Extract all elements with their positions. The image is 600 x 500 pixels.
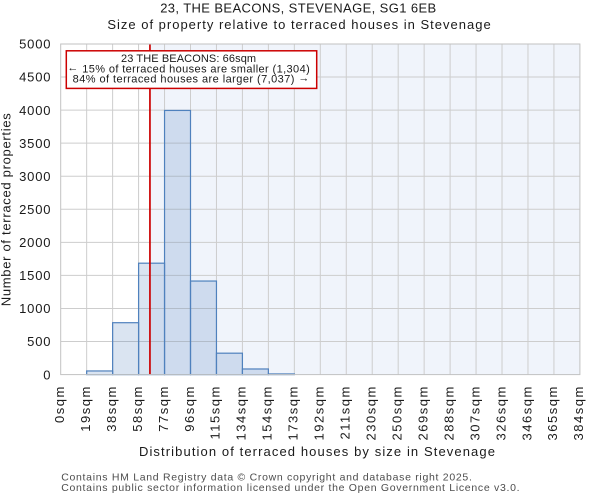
- svg-text:2000: 2000: [19, 235, 51, 250]
- svg-text:1000: 1000: [19, 301, 51, 316]
- svg-text:← 15% of terraced houses are s: ← 15% of terraced houses are smaller (1,…: [67, 62, 310, 75]
- svg-text:250sqm: 250sqm: [389, 385, 404, 440]
- svg-text:3000: 3000: [19, 169, 51, 184]
- svg-text:Contains public sector informa: Contains public sector information licen…: [61, 482, 520, 494]
- svg-text:365sqm: 365sqm: [545, 385, 560, 440]
- svg-text:346sqm: 346sqm: [519, 385, 534, 440]
- svg-text:38sqm: 38sqm: [104, 385, 119, 432]
- svg-text:173sqm: 173sqm: [286, 385, 301, 440]
- svg-text:84% of terraced houses are lar: 84% of terraced houses are larger (7,037…: [73, 72, 310, 85]
- svg-text:5000: 5000: [19, 37, 51, 52]
- svg-text:4000: 4000: [19, 103, 51, 118]
- svg-text:58sqm: 58sqm: [130, 385, 145, 432]
- svg-text:96sqm: 96sqm: [182, 385, 197, 432]
- svg-text:23, THE BEACONS, STEVENAGE, SG: 23, THE BEACONS, STEVENAGE, SG1 6EB: [160, 1, 436, 16]
- svg-text:23 THE BEACONS: 66sqm: 23 THE BEACONS: 66sqm: [121, 53, 256, 65]
- svg-text:230sqm: 230sqm: [364, 385, 379, 440]
- svg-text:Size of property relative to t: Size of property relative to terraced ho…: [107, 17, 491, 32]
- svg-text:Number of terraced properties: Number of terraced properties: [0, 113, 14, 307]
- svg-text:Distribution of terraced house: Distribution of terraced houses by size …: [139, 444, 496, 459]
- svg-text:115sqm: 115sqm: [208, 385, 223, 439]
- svg-text:211sqm: 211sqm: [338, 385, 353, 439]
- svg-text:3500: 3500: [19, 136, 51, 151]
- svg-text:0sqm: 0sqm: [52, 385, 67, 423]
- svg-text:500: 500: [27, 334, 51, 349]
- svg-text:326sqm: 326sqm: [493, 385, 508, 440]
- svg-text:154sqm: 154sqm: [260, 385, 275, 440]
- svg-text:134sqm: 134sqm: [234, 385, 249, 440]
- svg-text:4500: 4500: [19, 70, 51, 85]
- svg-text:192sqm: 192sqm: [312, 385, 327, 440]
- svg-text:1500: 1500: [19, 268, 51, 283]
- svg-text:0: 0: [43, 367, 51, 382]
- svg-text:384sqm: 384sqm: [571, 385, 586, 440]
- svg-text:77sqm: 77sqm: [156, 385, 171, 432]
- svg-text:307sqm: 307sqm: [467, 385, 482, 440]
- svg-text:Contains HM Land Registry data: Contains HM Land Registry data © Crown c…: [61, 472, 472, 484]
- svg-text:19sqm: 19sqm: [78, 385, 93, 432]
- svg-text:269sqm: 269sqm: [415, 385, 430, 440]
- svg-text:288sqm: 288sqm: [441, 385, 456, 440]
- svg-text:2500: 2500: [19, 202, 51, 217]
